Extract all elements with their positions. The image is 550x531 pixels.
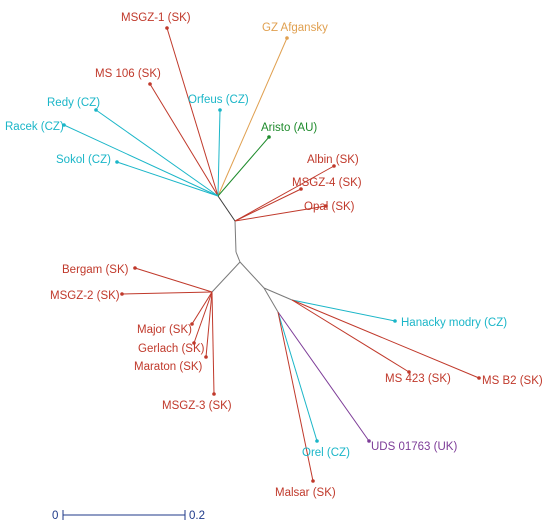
tip-dot-aristo — [267, 135, 271, 139]
branch-maraton — [205, 291, 213, 358]
internal-branch-3 — [217, 195, 236, 222]
branch-msgz1 — [166, 27, 219, 197]
tip-label-ms106: MS 106 (SK) — [95, 68, 161, 80]
tip-label-maraton: Maraton (SK) — [134, 361, 203, 373]
branch-bergam — [134, 267, 213, 293]
tip-label-msgz1: MSGZ-1 (SK) — [121, 12, 191, 24]
tip-dot-redy — [94, 108, 98, 112]
tip-label-albin: Albin (SK) — [307, 154, 359, 166]
scale-bar-end-label: 0.2 — [189, 510, 205, 522]
tip-label-gerlach: Gerlach (SK) — [138, 343, 205, 355]
branch-msgz2 — [121, 291, 213, 295]
branch-redy — [95, 109, 219, 197]
tip-labels: MSGZ-1 (SK) GZ Afgansky MS 106 (SK) Orfeus … — [5, 12, 543, 499]
tip-dot-maraton — [204, 355, 208, 359]
tip-dot-opal — [324, 204, 328, 208]
tip-dot-sokol — [115, 160, 119, 164]
scale-bar: 0 0.2 — [52, 510, 205, 522]
tip-dot-gzafg — [285, 36, 289, 40]
branch-albin — [234, 165, 335, 222]
tip-dot-racek — [62, 123, 66, 127]
tip-label-msgz2: MSGZ-2 (SK) — [50, 290, 120, 302]
tip-dot-uds — [367, 439, 371, 443]
tip-dot-msgz2 — [120, 292, 124, 296]
branch-racek — [63, 124, 219, 197]
tip-label-sokol: Sokol (CZ) — [56, 154, 111, 166]
tip-label-aristo: Aristo (AU) — [261, 122, 317, 134]
tip-dot-msgz3 — [212, 392, 216, 396]
tip-dot-ms106 — [148, 82, 152, 86]
tip-label-msb2: MS B2 (SK) — [482, 375, 543, 387]
branch-msgz3 — [211, 291, 215, 395]
tip-dot-gerlach — [192, 341, 196, 345]
branch-malsar — [277, 311, 314, 482]
branch-sokol — [116, 161, 219, 197]
tip-markers — [62, 26, 481, 483]
tip-label-bergam: Bergam (SK) — [62, 264, 129, 276]
internal-branch-6 — [263, 287, 279, 313]
tip-dot-msgz4 — [299, 187, 303, 191]
internal-branch-7 — [263, 287, 293, 301]
internal-branch-2 — [235, 251, 241, 263]
tip-label-msgz3: MSGZ-3 (SK) — [162, 400, 232, 412]
tree-branches — [63, 27, 480, 482]
tip-dot-orel — [315, 439, 319, 443]
tip-dot-hanacky — [393, 319, 397, 323]
tip-dot-orfeus — [218, 108, 222, 112]
tip-dot-msgz1 — [165, 26, 169, 30]
tip-label-orfeus: Orfeus (CZ) — [188, 94, 249, 106]
tip-dot-albin — [332, 164, 336, 168]
tip-dot-malsar — [311, 479, 315, 483]
tip-label-msgz4: MSGZ-4 (SK) — [292, 177, 362, 189]
tip-label-redy: Redy (CZ) — [47, 97, 100, 109]
tip-label-opal: Opal (SK) — [304, 201, 355, 213]
branch-opal — [234, 205, 327, 222]
tip-label-major: Major (SK) — [137, 324, 192, 336]
branch-ms106 — [149, 83, 219, 197]
branch-hanacky — [291, 299, 396, 322]
tip-dot-ms423 — [407, 370, 411, 374]
internal-branch-1 — [234, 220, 237, 253]
tip-dot-msb2 — [477, 376, 481, 380]
scale-bar-start-label: 0 — [52, 510, 58, 522]
branch-gzafg — [217, 37, 288, 197]
tip-label-malsar: Malsar (SK) — [275, 487, 336, 499]
branch-ms423 — [291, 299, 410, 373]
branch-gerlach — [193, 291, 213, 344]
branch-msb2 — [291, 299, 480, 379]
branch-orfeus — [217, 109, 221, 197]
tip-dot-bergam — [133, 266, 137, 270]
internal-branch-4 — [211, 261, 241, 293]
tip-label-hanacky: Hanacky modry (CZ) — [401, 317, 507, 329]
tip-label-orel: Orel (CZ) — [302, 447, 350, 459]
branch-uds — [277, 311, 370, 442]
tip-label-gzafg: GZ Afgansky — [262, 22, 328, 34]
branch-major — [191, 291, 213, 325]
branch-msgz4 — [234, 188, 302, 222]
tip-label-uds: UDS 01763 (UK) — [371, 441, 457, 453]
internal-branch-5 — [239, 261, 265, 289]
tip-label-ms423: MS 423 (SK) — [385, 373, 451, 385]
branch-aristo — [217, 136, 270, 197]
branch-orel — [277, 311, 318, 442]
tip-dot-major — [190, 322, 194, 326]
tip-label-racek: Racek (CZ) — [5, 121, 64, 133]
